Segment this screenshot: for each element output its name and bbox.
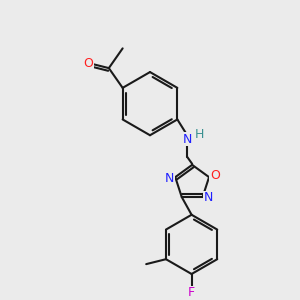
Text: O: O	[210, 169, 220, 182]
Text: O: O	[83, 57, 93, 70]
Text: N: N	[204, 191, 213, 205]
Text: N: N	[182, 133, 192, 146]
Text: H: H	[194, 128, 204, 141]
Text: F: F	[188, 286, 195, 299]
Text: N: N	[165, 172, 174, 184]
